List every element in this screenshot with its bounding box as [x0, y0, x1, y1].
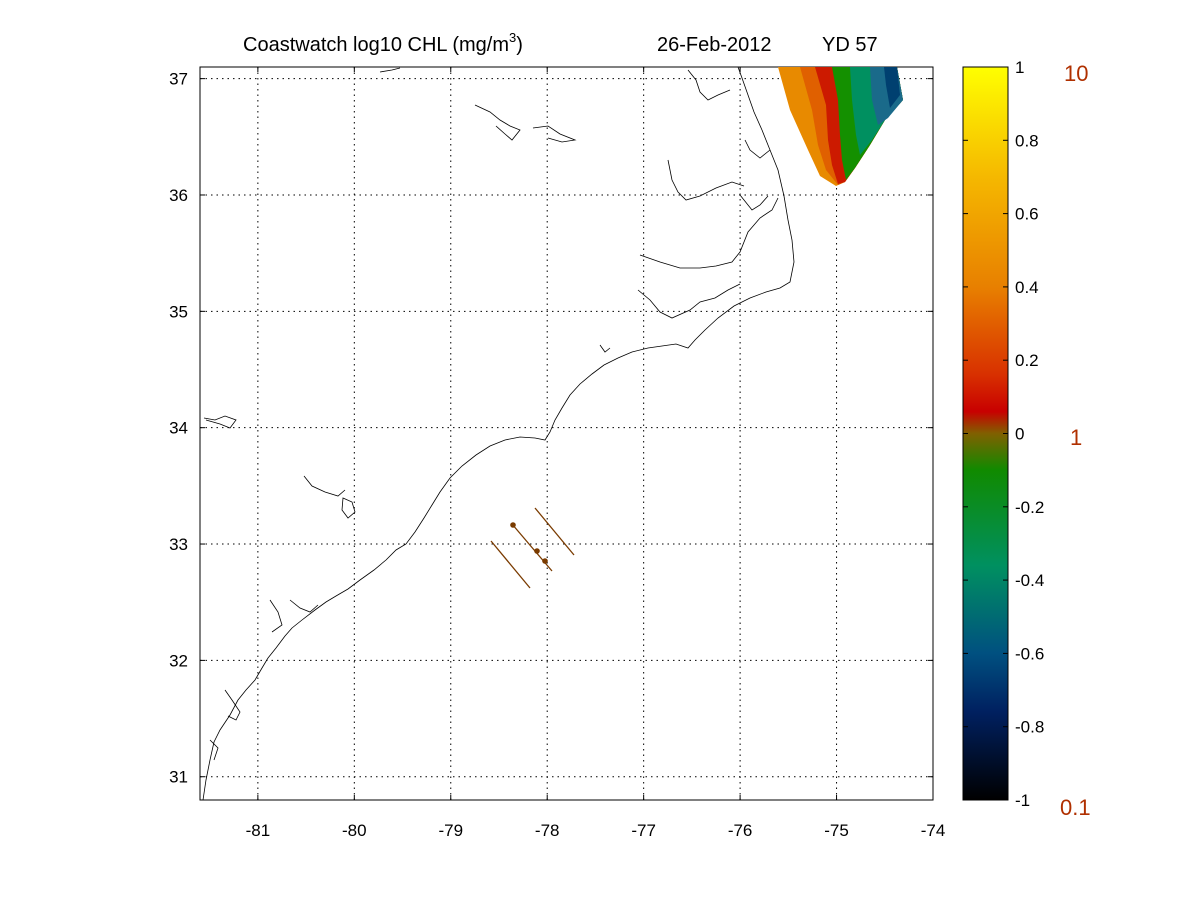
colorbar-tick-label: -1: [1015, 791, 1030, 810]
colorbar-ticks: 1 0.8 0.6 0.4 0.2 0 -0.2 -0.4 -0.6 -0.8 -1: [963, 58, 1044, 810]
chl-swath: [778, 67, 903, 186]
lon-tick-label: -75: [824, 821, 849, 840]
colorbar-tick-label: 0.8: [1015, 131, 1039, 150]
lat-tick-label: 31: [169, 768, 188, 787]
map-grid: [200, 67, 934, 800]
lon-tick-label: -76: [728, 821, 753, 840]
colorbar-tick-label: 0: [1015, 425, 1024, 444]
map-ticks: -81 -80 -79 -78 -77 -76 -75 -74 31 32 33 34 35 36 37: [169, 67, 945, 840]
colorbar-tick-label: 0.2: [1015, 351, 1039, 370]
lat-tick-label: 34: [169, 419, 188, 438]
coastline: [202, 67, 795, 800]
colorbar-tick-label: 0.6: [1015, 205, 1039, 224]
lat-tick-label: 35: [169, 302, 188, 321]
lon-tick-label: -80: [342, 821, 367, 840]
colorbar-tick-label: -0.2: [1015, 498, 1044, 517]
colorbar-ref-10: 10: [1064, 61, 1088, 86]
lat-tick-label: 32: [169, 651, 188, 670]
colorbar-tick-label: -0.4: [1015, 571, 1044, 590]
title-main: Coastwatch log10 CHL (mg/m3): [243, 30, 523, 56]
colorbar-tick-label: -0.6: [1015, 644, 1044, 663]
lat-tick-label: 33: [169, 535, 188, 554]
title-date: 26-Feb-2012: [657, 34, 772, 56]
colorbar-ref-0.1: 0.1: [1060, 795, 1091, 820]
colorbar-tick-label: 0.4: [1015, 278, 1039, 297]
lon-tick-label: -79: [438, 821, 463, 840]
lon-tick-label: -78: [535, 821, 560, 840]
lon-tick-label: -77: [631, 821, 656, 840]
lon-tick-label: -74: [921, 821, 946, 840]
map-frame: [199, 66, 934, 801]
lat-tick-label: 37: [169, 70, 188, 89]
colorbar-tick-label: -0.8: [1015, 718, 1044, 737]
title-yearday: YD 57: [822, 34, 878, 56]
lat-tick-label: 36: [169, 186, 188, 205]
transect-stations: [510, 522, 548, 564]
colorbar-ref-1: 1: [1070, 425, 1082, 450]
lon-tick-label: -81: [246, 821, 271, 840]
colorbar-tick-label: 1: [1015, 58, 1024, 77]
colorbar: [962, 66, 1009, 801]
